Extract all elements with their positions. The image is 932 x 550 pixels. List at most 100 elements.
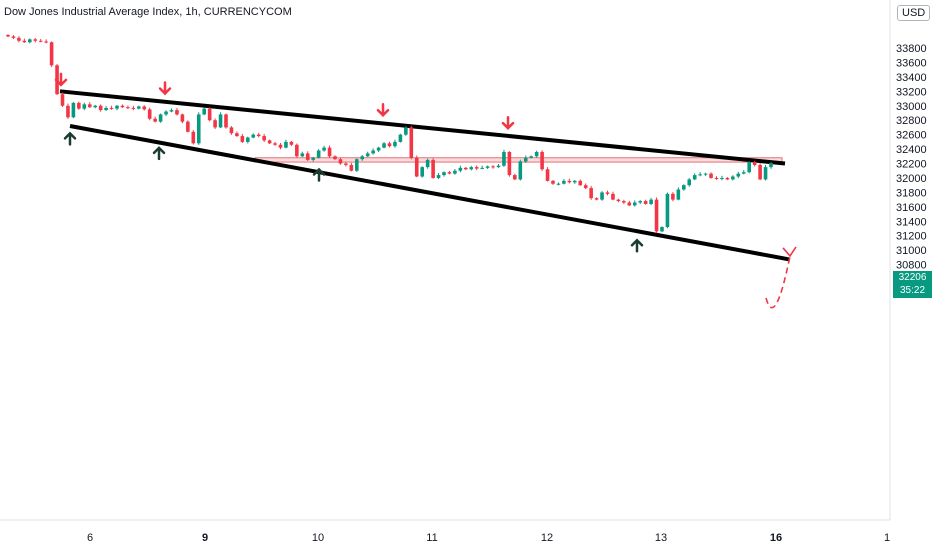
candle-body [627, 202, 632, 206]
candle-body [164, 111, 168, 115]
upper-trendline [59, 89, 786, 166]
candle-body [649, 199, 653, 204]
time-axis[interactable]: 6 9 10 11 12 13 16 1 [87, 532, 890, 544]
candle-body [344, 163, 348, 165]
candle-body [191, 131, 196, 144]
y-tick-label: 31600 [896, 202, 927, 214]
candle-body [622, 201, 626, 203]
candle-body [11, 36, 16, 38]
candle-body [747, 162, 751, 173]
candle-body [371, 150, 375, 154]
candle-body [632, 202, 637, 206]
candle-body [284, 141, 288, 148]
candle-body [169, 110, 174, 112]
candle-body [202, 108, 206, 115]
candle-body [98, 105, 103, 111]
candle-body [115, 105, 119, 109]
projection-arrowhead-icon [782, 246, 797, 258]
candle-body [556, 183, 561, 185]
y-tick-label: 33800 [896, 43, 927, 55]
candle-body [660, 227, 664, 232]
candle-body [583, 185, 588, 189]
candle-body [725, 177, 730, 180]
candle-body [60, 94, 65, 106]
candle-body [682, 185, 686, 190]
last-price-value: 32206 [898, 272, 927, 283]
x-tick-label: 13 [655, 532, 667, 544]
candle-body [87, 104, 92, 108]
candle-body [360, 156, 365, 160]
candle-body [311, 157, 315, 160]
candle-body [709, 173, 713, 178]
price-axis[interactable]: 33800 33600 33400 33200 33000 32800 32600 32400… [896, 43, 927, 286]
candle-body [616, 199, 621, 202]
y-tick-label: 31800 [896, 187, 927, 199]
up-arrow-icon [630, 238, 644, 253]
candle-body [246, 137, 250, 142]
candle-body [741, 172, 746, 174]
candle-body [240, 136, 245, 142]
candle-body [758, 164, 762, 180]
candle-body [562, 180, 566, 184]
candle-body [485, 166, 490, 168]
candle-body [703, 173, 708, 175]
candle-body [120, 105, 125, 108]
candle-body [66, 105, 70, 118]
candle-body [142, 106, 147, 110]
candle-body [496, 165, 501, 168]
candle-body [278, 144, 283, 148]
swing-arrows [54, 72, 644, 253]
candle-body [251, 134, 256, 138]
candle-body [22, 40, 27, 43]
candle-body [49, 42, 54, 66]
candle-body [453, 170, 457, 174]
candle-body [480, 167, 484, 169]
candle-body [763, 167, 768, 180]
x-tick-label: 6 [87, 532, 93, 544]
candle-body [33, 39, 38, 41]
y-tick-label: 33000 [896, 101, 927, 113]
candle-body [393, 141, 397, 147]
candle-body [175, 110, 179, 115]
candle-body [529, 156, 533, 158]
candle-body [534, 151, 539, 157]
candle-body [273, 143, 277, 145]
candle-body [720, 177, 724, 179]
candle-body [638, 201, 642, 203]
candle-body [643, 201, 648, 204]
candle-body [28, 39, 32, 43]
candle-body [137, 106, 141, 109]
candle-body [769, 163, 773, 168]
candle-body [687, 179, 692, 186]
candle-body [436, 175, 441, 178]
y-tick-label: 32200 [896, 159, 927, 171]
y-tick-label: 30800 [896, 260, 927, 272]
up-arrow-icon [152, 146, 166, 161]
candle-body [523, 157, 528, 162]
candle-body [126, 107, 130, 109]
candle-body [594, 198, 599, 200]
candle-body [567, 180, 572, 183]
y-tick-label: 31000 [896, 245, 927, 257]
candle-body [600, 192, 604, 200]
candle-body [316, 150, 321, 158]
candle-body [551, 180, 555, 184]
candle-body [573, 180, 577, 183]
trendlines [59, 89, 791, 262]
y-tick-label: 32000 [896, 173, 927, 185]
last-price-tag: 32206 35:22 [893, 271, 932, 298]
candle-body [409, 127, 414, 158]
candle-body [654, 199, 659, 232]
up-arrow-icon [63, 131, 77, 146]
candle-body [224, 114, 228, 128]
candle-body [502, 151, 506, 166]
currency-button[interactable]: USD [897, 5, 931, 21]
candle-body [692, 175, 697, 180]
y-tick-label: 32400 [896, 144, 927, 156]
down-arrow-icon [158, 81, 172, 96]
candle-body [420, 167, 424, 177]
x-tick-label: 11 [426, 532, 437, 544]
candle-body [447, 172, 452, 174]
